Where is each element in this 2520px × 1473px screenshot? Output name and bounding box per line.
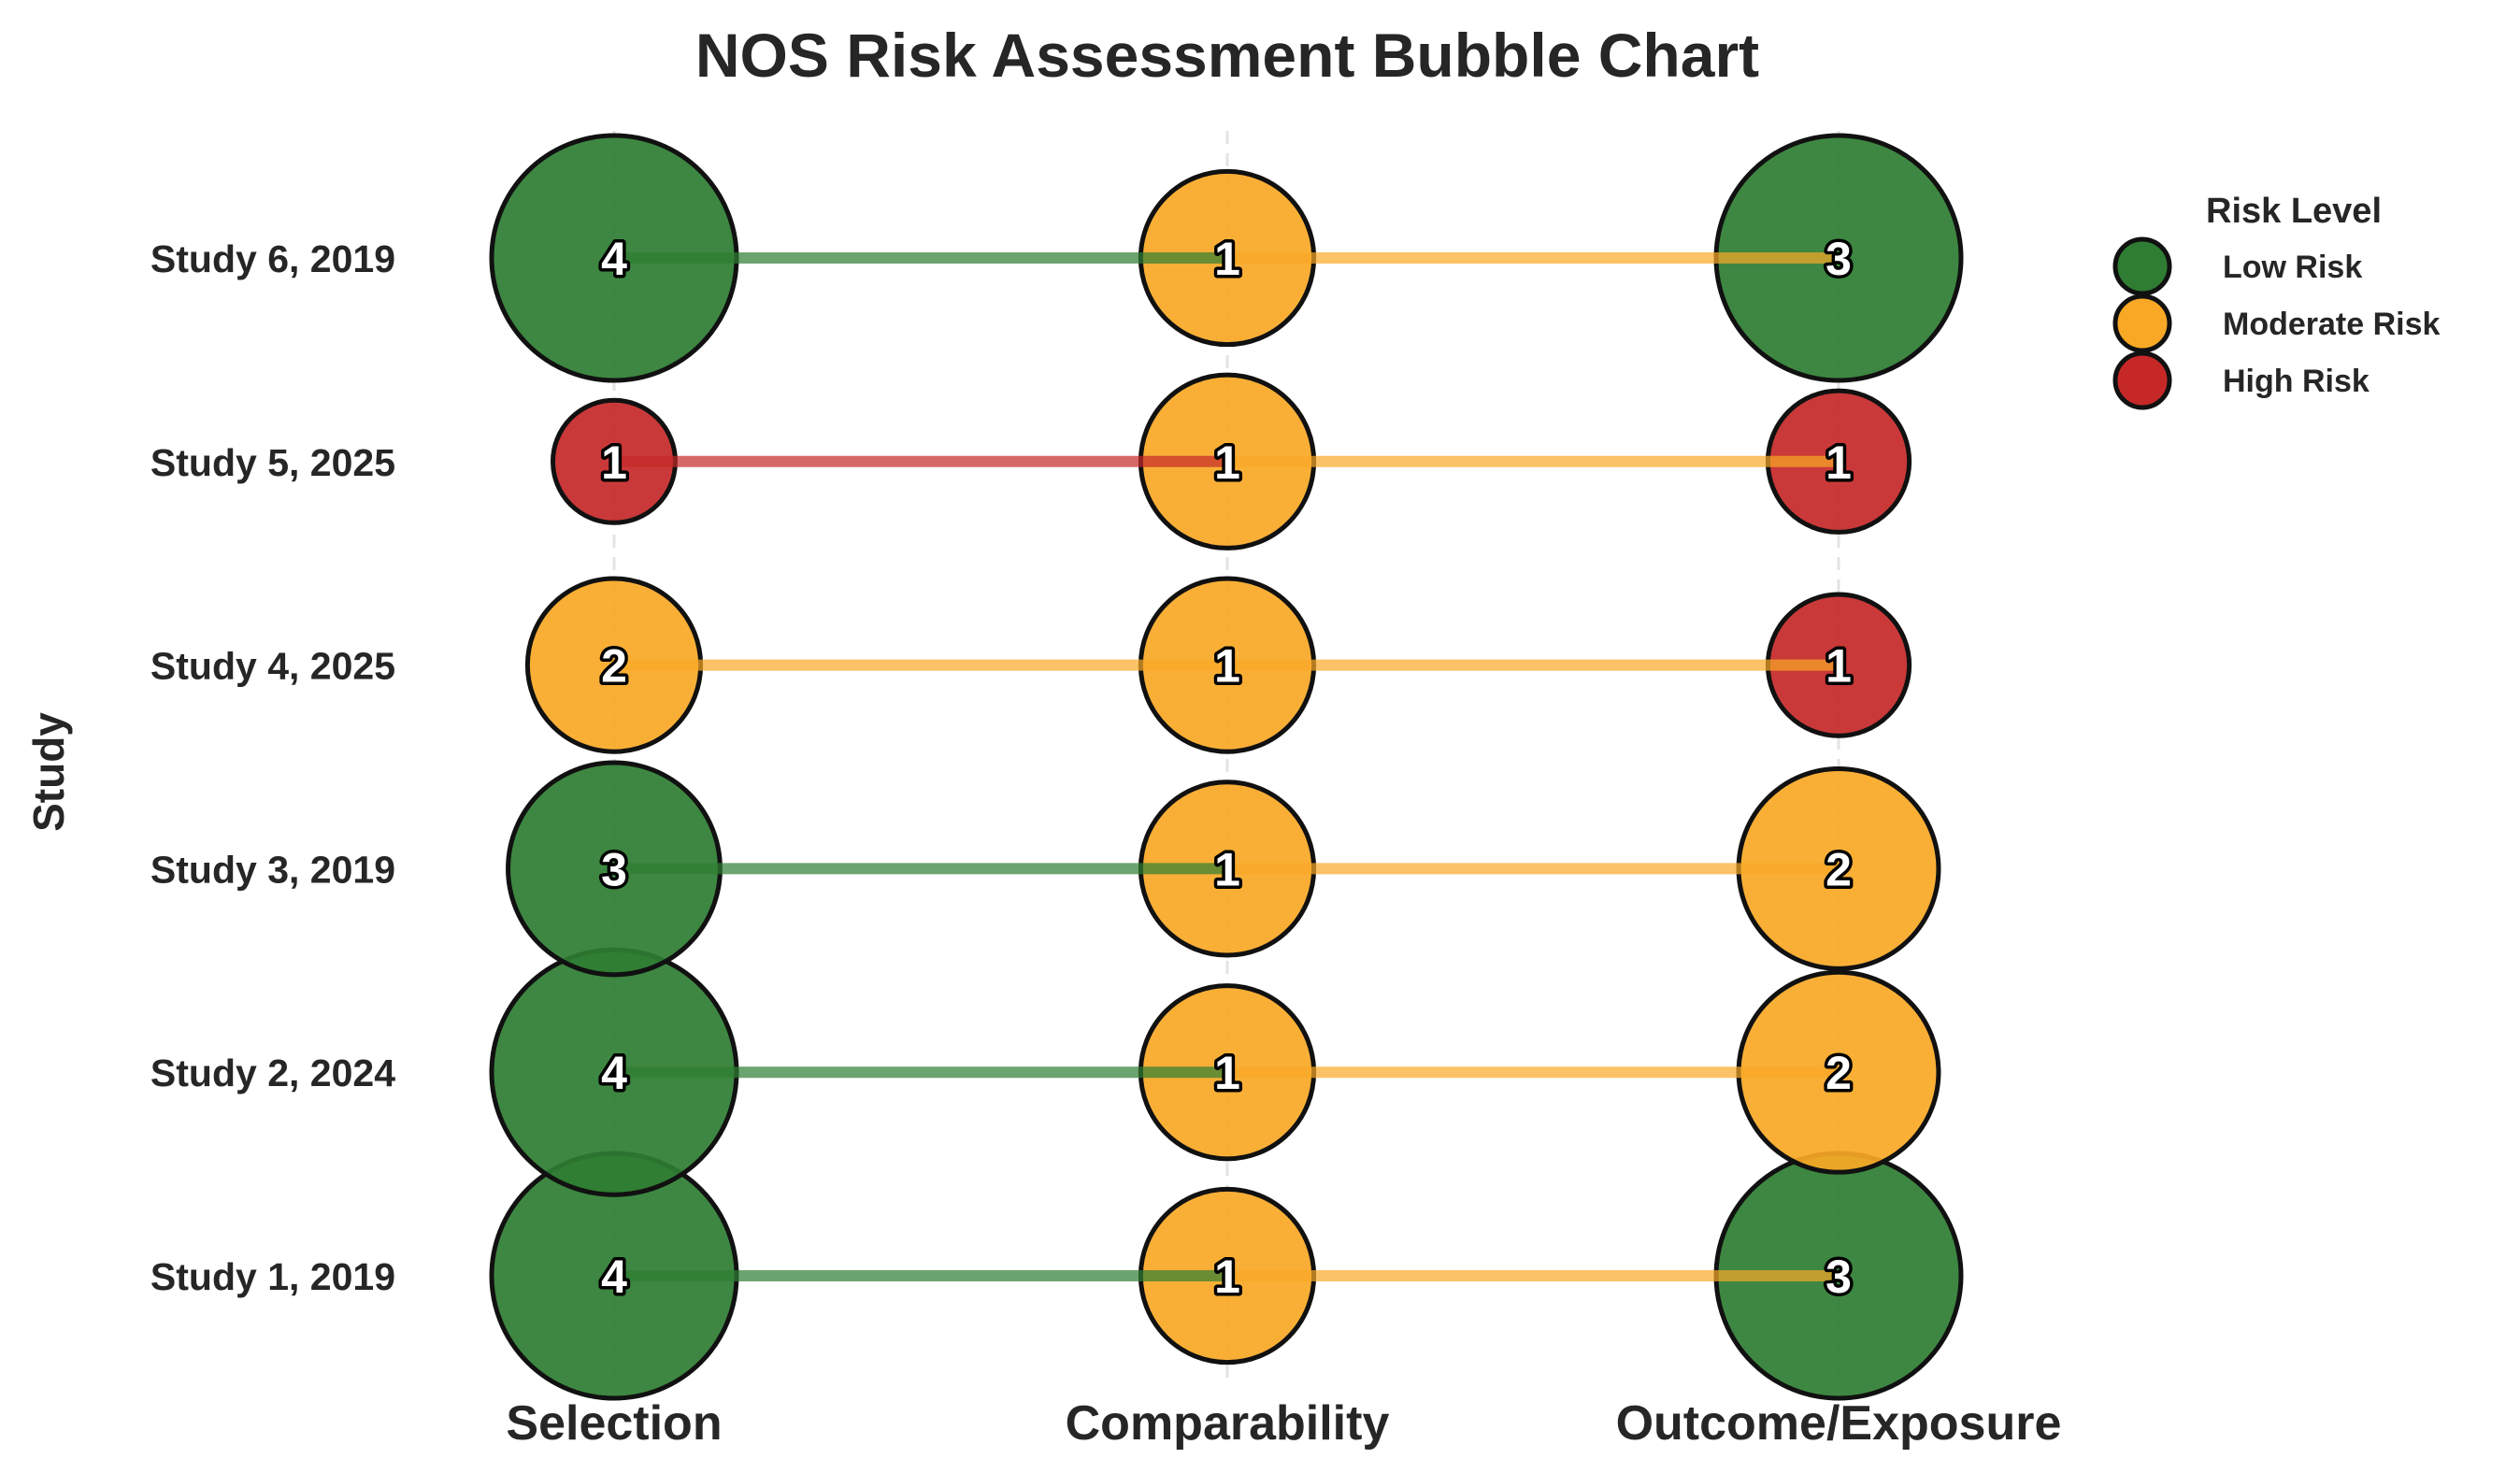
y-tick-label: Study 1, 2019 (150, 1255, 395, 1298)
score-label: 2 (601, 640, 627, 693)
legend-label: Low Risk (2223, 250, 2362, 285)
score-label: 1 (1214, 436, 1240, 489)
score-label: 3 (601, 843, 627, 895)
score-label: 1 (1214, 1251, 1240, 1303)
legend-marker (2112, 293, 2172, 353)
score-label: 1 (1214, 843, 1240, 895)
x-tick-labels: Selection Comparability Outcome/Exposure (506, 1396, 2061, 1451)
y-tick-label: Study 3, 2019 (150, 848, 395, 891)
y-tick-labels: Study 1, 2019 Study 2, 2024 Study 3, 2019 S… (150, 237, 395, 1298)
y-tick-label: Study 2, 2024 (150, 1051, 395, 1094)
score-labels: 4 1 3 4 1 2 3 1 2 2 1 1 1 1 1 4 1 3 (598, 230, 1855, 1307)
y-tick-label: Study 5, 2025 (150, 441, 395, 484)
score-label: 1 (1214, 233, 1240, 285)
score-label: 1 (1826, 436, 1852, 489)
chart-title: NOS Risk Assessment Bubble Chart (695, 21, 1759, 90)
score-label: 1 (601, 436, 627, 489)
legend-marker (2112, 236, 2172, 296)
legend-title: Risk Level (2206, 192, 2382, 231)
connecting-lines (614, 252, 1839, 1281)
score-label: 4 (601, 1251, 627, 1303)
score-label: 3 (1826, 1251, 1852, 1303)
y-axis-label: Study (24, 712, 73, 832)
y-tick-label: Study 4, 2025 (150, 645, 395, 688)
score-label: 1 (1826, 640, 1852, 693)
score-label: 1 (1214, 640, 1240, 693)
x-tick-label: Comparability (1066, 1396, 1390, 1451)
score-label: 3 (1826, 233, 1852, 285)
x-tick-label: Outcome/Exposure (1616, 1396, 2062, 1451)
score-label: 2 (1826, 843, 1852, 895)
score-label: 4 (601, 233, 627, 285)
score-label: 2 (1826, 1047, 1852, 1099)
x-tick-label: Selection (506, 1396, 722, 1451)
legend: Risk Level Low Risk Moderate Risk High Ris… (2112, 192, 2440, 410)
legend-marker (2112, 350, 2172, 410)
y-tick-label: Study 6, 2019 (150, 237, 395, 280)
score-label: 4 (601, 1047, 627, 1099)
legend-label: Moderate Risk (2223, 307, 2440, 342)
score-label: 1 (1214, 1047, 1240, 1099)
legend-label: High Risk (2223, 364, 2370, 399)
